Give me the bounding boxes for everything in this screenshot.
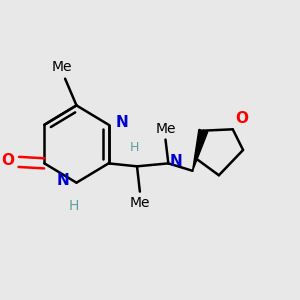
Text: Me: Me [130,196,150,210]
Text: N: N [116,115,128,130]
Text: Me: Me [52,60,73,74]
Text: H: H [68,199,79,213]
Text: O: O [2,153,14,168]
Polygon shape [193,129,208,171]
Text: O: O [236,111,249,126]
Text: H: H [130,142,139,154]
Text: N: N [170,154,182,169]
Text: Me: Me [155,122,176,136]
Text: N: N [57,173,69,188]
